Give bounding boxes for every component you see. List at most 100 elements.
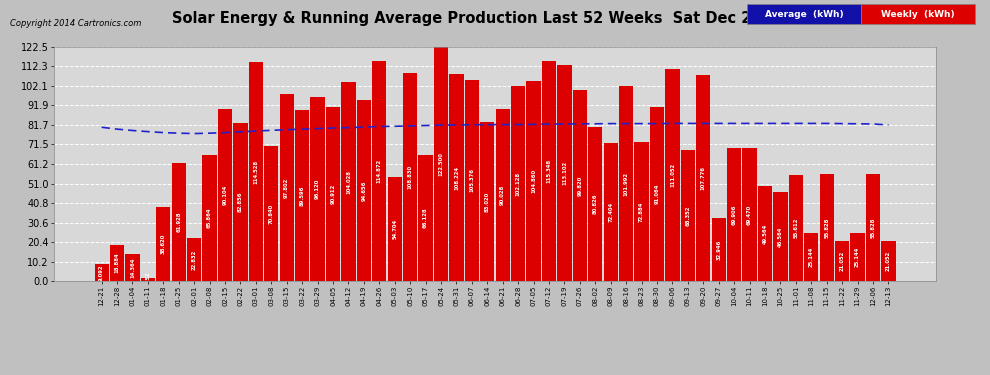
Bar <box>804 233 819 281</box>
Text: 83.020: 83.020 <box>485 192 490 212</box>
Bar <box>234 123 248 281</box>
Text: 54.704: 54.704 <box>392 219 397 239</box>
Text: 90.104: 90.104 <box>223 185 228 205</box>
Bar <box>649 107 664 281</box>
Text: 55.612: 55.612 <box>793 218 798 238</box>
Bar <box>141 278 155 281</box>
Text: 55.828: 55.828 <box>825 217 830 238</box>
Text: 113.102: 113.102 <box>562 161 567 185</box>
Text: 72.884: 72.884 <box>640 201 644 222</box>
Text: 70.840: 70.840 <box>269 203 274 223</box>
Text: 80.826: 80.826 <box>593 194 598 214</box>
Bar <box>712 218 726 281</box>
Bar <box>758 186 772 281</box>
Text: 101.992: 101.992 <box>624 172 629 196</box>
Bar <box>588 127 602 281</box>
Bar <box>866 174 880 281</box>
Text: 9.092: 9.092 <box>99 264 104 281</box>
Text: 25.144: 25.144 <box>809 247 814 267</box>
Text: 72.404: 72.404 <box>608 202 613 222</box>
Text: 97.802: 97.802 <box>284 178 289 198</box>
Text: 99.820: 99.820 <box>577 176 582 196</box>
Text: 104.028: 104.028 <box>346 170 350 194</box>
Bar <box>110 245 124 281</box>
Text: 46.564: 46.564 <box>778 226 783 247</box>
Bar <box>94 264 109 281</box>
Bar <box>773 192 787 281</box>
Text: 89.596: 89.596 <box>300 185 305 206</box>
Text: 114.528: 114.528 <box>253 160 258 184</box>
Bar <box>388 177 402 281</box>
Text: 108.224: 108.224 <box>454 166 459 190</box>
Bar <box>372 62 386 281</box>
Bar <box>511 86 526 281</box>
Bar <box>665 69 679 281</box>
Text: 104.860: 104.860 <box>531 169 536 193</box>
Text: 105.376: 105.376 <box>469 168 474 192</box>
Bar <box>419 155 433 281</box>
Bar <box>434 47 448 281</box>
Bar <box>279 94 294 281</box>
Text: 122.500: 122.500 <box>439 152 444 176</box>
Bar <box>557 65 571 281</box>
Bar <box>480 122 494 281</box>
Text: 21.052: 21.052 <box>886 251 891 271</box>
Text: 96.120: 96.120 <box>315 179 320 200</box>
Text: 108.830: 108.830 <box>408 165 413 189</box>
Bar <box>356 100 371 281</box>
Text: 107.776: 107.776 <box>701 166 706 190</box>
Text: 68.352: 68.352 <box>685 206 690 226</box>
Text: 90.028: 90.028 <box>500 185 505 205</box>
Text: 22.832: 22.832 <box>192 249 197 270</box>
Text: 69.906: 69.906 <box>732 204 737 225</box>
Bar <box>295 110 309 281</box>
Text: 32.946: 32.946 <box>716 240 721 260</box>
Bar <box>619 86 634 281</box>
Bar <box>496 109 510 281</box>
Text: 49.564: 49.564 <box>762 224 767 244</box>
Bar <box>681 150 695 281</box>
Bar <box>156 207 170 281</box>
Text: 111.052: 111.052 <box>670 163 675 187</box>
Text: 55.828: 55.828 <box>870 217 875 238</box>
Bar <box>742 148 756 281</box>
Text: 61.928: 61.928 <box>176 212 181 232</box>
Bar <box>573 90 587 281</box>
Bar <box>126 254 140 281</box>
Bar <box>203 155 217 281</box>
Text: Weekly  (kWh): Weekly (kWh) <box>881 10 955 18</box>
Text: 18.884: 18.884 <box>115 253 120 273</box>
Bar <box>326 107 341 281</box>
Bar <box>727 147 742 281</box>
Text: 21.052: 21.052 <box>840 251 844 271</box>
Bar <box>835 241 849 281</box>
Bar <box>218 109 232 281</box>
Text: 90.912: 90.912 <box>331 184 336 204</box>
Bar <box>311 98 325 281</box>
Text: 14.364: 14.364 <box>130 257 135 278</box>
Bar <box>171 163 186 281</box>
Bar <box>264 146 278 281</box>
Text: Average  (kWh): Average (kWh) <box>765 10 843 18</box>
Bar <box>542 60 556 281</box>
Bar <box>464 80 479 281</box>
Bar <box>820 174 834 281</box>
Bar <box>187 238 201 281</box>
Bar <box>850 233 864 281</box>
Bar <box>696 75 711 281</box>
Text: 115.348: 115.348 <box>546 159 551 183</box>
Bar <box>449 74 463 281</box>
Text: 66.128: 66.128 <box>423 208 428 228</box>
Bar <box>635 142 648 281</box>
Bar <box>527 81 541 281</box>
Bar <box>342 82 355 281</box>
Text: 91.064: 91.064 <box>654 184 659 204</box>
Text: 114.872: 114.872 <box>377 159 382 183</box>
Bar <box>604 143 618 281</box>
Text: 1.752: 1.752 <box>146 271 150 288</box>
Text: Copyright 2014 Cartronics.com: Copyright 2014 Cartronics.com <box>10 19 142 28</box>
Text: 65.864: 65.864 <box>207 208 212 228</box>
Text: 82.856: 82.856 <box>238 192 243 212</box>
Bar <box>403 73 417 281</box>
Bar <box>789 175 803 281</box>
